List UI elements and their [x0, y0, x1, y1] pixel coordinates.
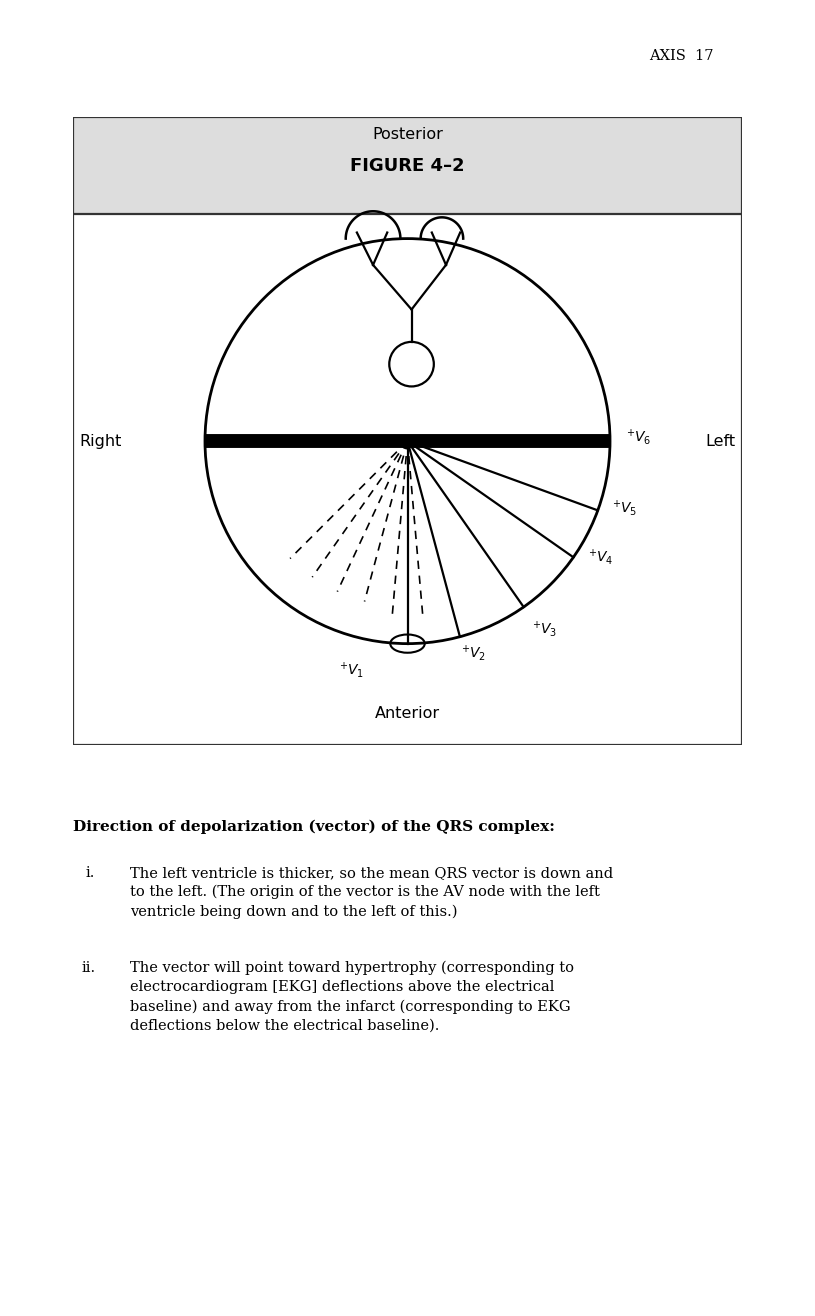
Text: Posterior: Posterior — [372, 128, 443, 142]
Text: $^+\!V_3$: $^+\!V_3$ — [530, 619, 557, 638]
Text: ii.: ii. — [82, 961, 95, 975]
Text: AXIS  17: AXIS 17 — [649, 49, 713, 63]
Text: $^+\!V_5$: $^+\!V_5$ — [610, 499, 637, 519]
FancyBboxPatch shape — [73, 117, 742, 215]
FancyBboxPatch shape — [73, 117, 742, 745]
Text: Right: Right — [79, 433, 121, 449]
Text: $^+\!V_2$: $^+\!V_2$ — [459, 642, 486, 662]
Text: $^+\!V_4$: $^+\!V_4$ — [585, 547, 613, 567]
Text: $^+\!V_6$: $^+\!V_6$ — [624, 428, 651, 447]
Text: Left: Left — [706, 433, 736, 449]
Text: i.: i. — [86, 866, 95, 880]
Text: FIGURE 4–2: FIGURE 4–2 — [350, 157, 465, 175]
Text: The left ventricle is thicker, so the mean QRS vector is down and
to the left. (: The left ventricle is thicker, so the me… — [130, 866, 614, 919]
Text: Anterior: Anterior — [375, 705, 440, 721]
Text: The vector will point toward hypertrophy (corresponding to
electrocardiogram [EK: The vector will point toward hypertrophy… — [130, 961, 575, 1033]
Text: $^+\!V_1$: $^+\!V_1$ — [337, 659, 364, 679]
Text: Direction of depolarization (vector) of the QRS complex:: Direction of depolarization (vector) of … — [73, 820, 555, 834]
